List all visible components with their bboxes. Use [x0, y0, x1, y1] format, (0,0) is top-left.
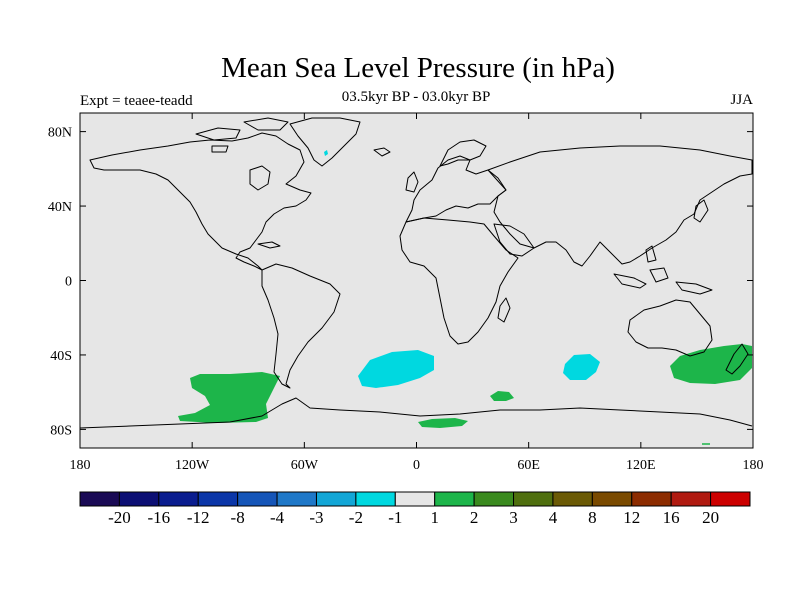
coastline-britain [405, 171, 419, 193]
lon-tick-label: 120W [175, 458, 210, 473]
coastline-madagascar [497, 297, 511, 323]
lon-tick-label: 120E [626, 458, 656, 473]
lon-tick-label: 180 [70, 458, 91, 473]
colorbar-label: -12 [187, 508, 210, 527]
lat-tick-label: 40N [48, 200, 72, 215]
lon-tick-label: 180 [743, 458, 764, 473]
lat-tick-label: 80S [50, 423, 72, 438]
colorbar-label: -2 [349, 508, 363, 527]
colorbar-swatch [355, 491, 396, 507]
lat-tick-label: 80N [48, 126, 72, 141]
colorbar-swatch [158, 491, 199, 507]
coastline-arctic-islands [195, 117, 289, 153]
season-label: JJA [730, 92, 753, 108]
colorbar-label: -8 [231, 508, 245, 527]
coastline-new-zealand [725, 343, 749, 375]
coastline-hudson-bay [249, 165, 271, 191]
colorbar-label: 3 [509, 508, 518, 527]
latitude-axis: 80N 40N 0 40S 80S [48, 126, 753, 438]
lon-tick-label: 60W [291, 458, 319, 473]
coastline-north-america [89, 132, 312, 271]
lat-tick-label: 0 [65, 275, 72, 290]
colorbar-label: 16 [663, 508, 680, 527]
colorbar-swatch [79, 491, 120, 507]
lon-tick-label: 0 [413, 458, 420, 473]
southern-ocean-positive-small-region [490, 391, 514, 401]
map-background [80, 113, 753, 448]
colorbar-swatch [513, 491, 554, 507]
colorbar-swatch [276, 491, 317, 507]
coastline-japan [693, 199, 709, 223]
coastlines [79, 117, 753, 429]
coastline-antarctica [79, 397, 753, 429]
colorbar-labels: -20 -16 -12 -8 -4 -3 -2 -1 1 2 3 4 8 12 16 20 [108, 508, 719, 527]
greenland-negative-dot-region [324, 150, 328, 156]
colorbar-swatch [118, 491, 160, 507]
colorbar-swatch [670, 491, 712, 507]
coastline-south-america [261, 263, 341, 389]
colorbar-label: 20 [702, 508, 719, 527]
antarctic-coast-positive-region [418, 418, 468, 428]
colorbar-label: 12 [623, 508, 640, 527]
south-pacific-positive-region [178, 372, 280, 423]
colorbar-label: 1 [430, 508, 439, 527]
coastline-arabia [493, 223, 535, 257]
longitude-axis: 180 120W 60W 0 60E 120E 180 [70, 113, 764, 473]
south-atlantic-negative-region [358, 350, 434, 388]
coastline-australia [627, 299, 713, 357]
colorbar-swatch [315, 491, 357, 507]
coastline-scandinavia [439, 139, 487, 167]
coastline-indonesia [613, 245, 713, 295]
coastline-caribbean [257, 241, 281, 249]
colorbar-swatch [197, 491, 239, 507]
colorbar-label: 4 [549, 508, 558, 527]
colorbar-swatch [473, 491, 515, 507]
south-indian-negative-region [563, 354, 600, 380]
chart-title: Mean Sea Level Pressure (in hPa) [221, 52, 615, 84]
colorbar-swatch [631, 491, 672, 507]
colorbar [79, 491, 751, 507]
colorbar-label: -3 [309, 508, 323, 527]
colorbar-swatch [434, 491, 475, 507]
colorbar-swatch [394, 491, 436, 507]
anomaly-layer [178, 150, 752, 445]
colorbar-swatch [591, 491, 633, 507]
colorbar-label: 2 [470, 508, 479, 527]
chart-subtitle: 03.5kyr BP - 03.0kyr BP [341, 89, 491, 105]
colorbar-swatch [237, 491, 278, 507]
coastline-iceland [373, 147, 391, 157]
colorbar-swatch [710, 491, 751, 507]
colorbar-swatch [552, 491, 593, 507]
colorbar-label: -20 [108, 508, 131, 527]
coastline-africa [399, 217, 519, 345]
coastline-greenland [289, 117, 361, 167]
experiment-label: Expt = teaee-teadd [80, 93, 193, 109]
colorbar-label: -4 [270, 508, 285, 527]
lon-tick-label: 60E [517, 458, 540, 473]
lat-tick-label: 40S [50, 349, 72, 364]
colorbar-label: -16 [147, 508, 170, 527]
colorbar-label: 8 [588, 508, 597, 527]
colorbar-label: -1 [388, 508, 402, 527]
